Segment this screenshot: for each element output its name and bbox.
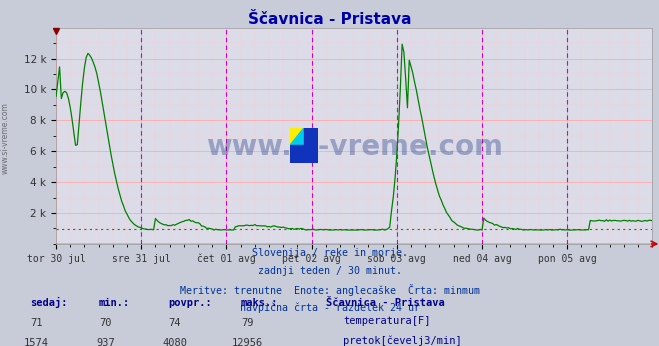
Polygon shape [290, 128, 304, 145]
Text: www.si-vreme.com: www.si-vreme.com [1, 102, 10, 174]
Text: 74: 74 [169, 318, 181, 328]
Text: 4080: 4080 [162, 338, 187, 346]
Text: 937: 937 [96, 338, 115, 346]
Text: 70: 70 [100, 318, 111, 328]
Polygon shape [290, 128, 304, 145]
Text: Slovenija / reke in morje.: Slovenija / reke in morje. [252, 248, 407, 258]
Text: navpična črta - razdelek 24 ur: navpična črta - razdelek 24 ur [239, 302, 420, 313]
Text: temperatura[F]: temperatura[F] [343, 317, 431, 327]
Text: 1574: 1574 [24, 338, 49, 346]
Text: www.si-vreme.com: www.si-vreme.com [206, 133, 503, 161]
Text: 71: 71 [30, 318, 42, 328]
Text: Ščavnica - Pristava: Ščavnica - Pristava [326, 298, 445, 308]
Text: zadnji teden / 30 minut.: zadnji teden / 30 minut. [258, 266, 401, 276]
Text: povpr.:: povpr.: [168, 298, 212, 308]
Text: sedaj:: sedaj: [30, 297, 67, 308]
Text: 79: 79 [241, 318, 253, 328]
Text: Meritve: trenutne  Enote: angleсaške  Črta: minmum: Meritve: trenutne Enote: angleсaške Črta… [179, 284, 480, 297]
Text: Ščavnica - Pristava: Ščavnica - Pristava [248, 12, 411, 27]
Polygon shape [290, 145, 304, 163]
Polygon shape [304, 128, 318, 163]
Text: maks.:: maks.: [241, 298, 278, 308]
Text: pretok[čevelj3/min]: pretok[čevelj3/min] [343, 336, 462, 346]
Text: min.:: min.: [99, 298, 130, 308]
Text: 12956: 12956 [231, 338, 263, 346]
